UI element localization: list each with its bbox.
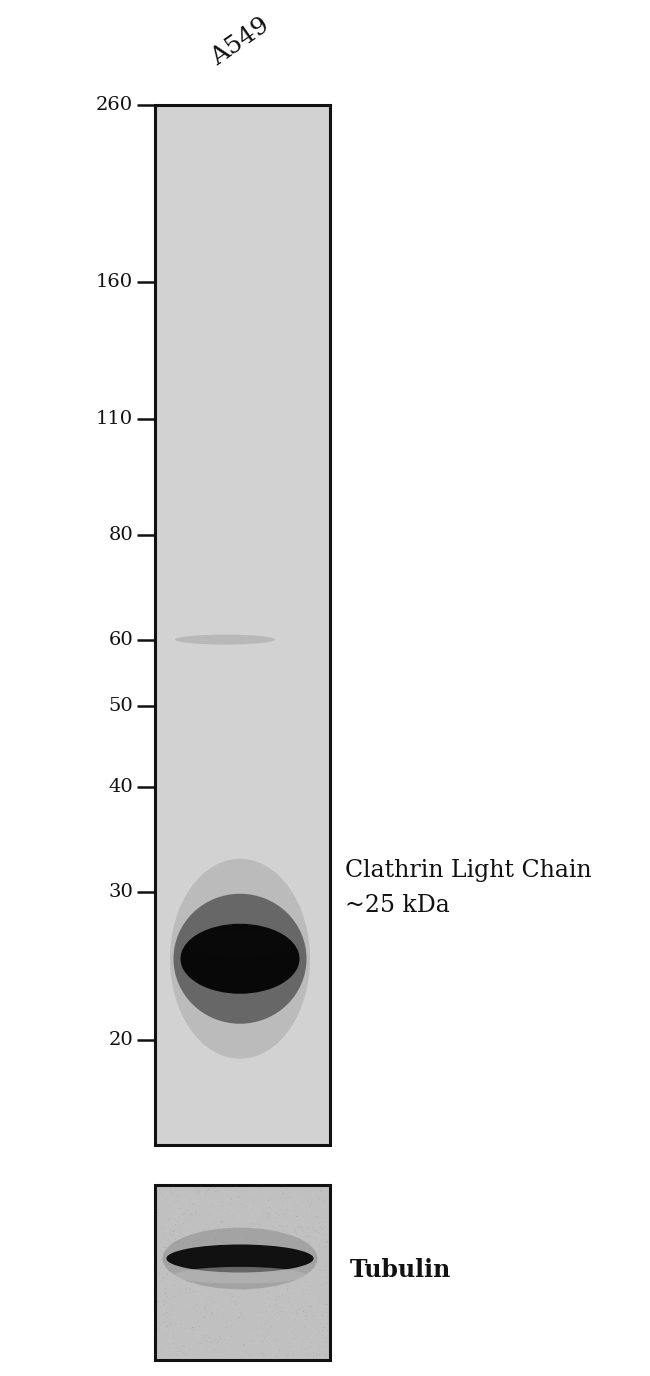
Text: 260: 260 xyxy=(96,96,133,114)
Bar xyxy=(155,1185,330,1359)
Text: 110: 110 xyxy=(96,410,133,428)
Ellipse shape xyxy=(174,894,307,1024)
Ellipse shape xyxy=(166,1244,313,1273)
Ellipse shape xyxy=(181,923,300,993)
Text: Clathrin Light Chain: Clathrin Light Chain xyxy=(345,859,592,882)
Text: Tubulin: Tubulin xyxy=(350,1258,451,1282)
Ellipse shape xyxy=(162,1227,317,1289)
Text: ~25 kDa: ~25 kDa xyxy=(345,894,450,918)
Ellipse shape xyxy=(187,932,292,956)
Text: 80: 80 xyxy=(109,526,133,544)
Text: A549: A549 xyxy=(207,14,274,70)
Bar xyxy=(155,105,330,1145)
Ellipse shape xyxy=(174,1267,306,1284)
Ellipse shape xyxy=(170,859,310,1058)
Text: 60: 60 xyxy=(109,630,133,648)
Text: 50: 50 xyxy=(109,698,133,716)
Text: 20: 20 xyxy=(109,1031,133,1049)
Text: 40: 40 xyxy=(109,779,133,797)
Ellipse shape xyxy=(175,634,275,644)
Text: 30: 30 xyxy=(108,883,133,901)
Text: 160: 160 xyxy=(96,272,133,290)
